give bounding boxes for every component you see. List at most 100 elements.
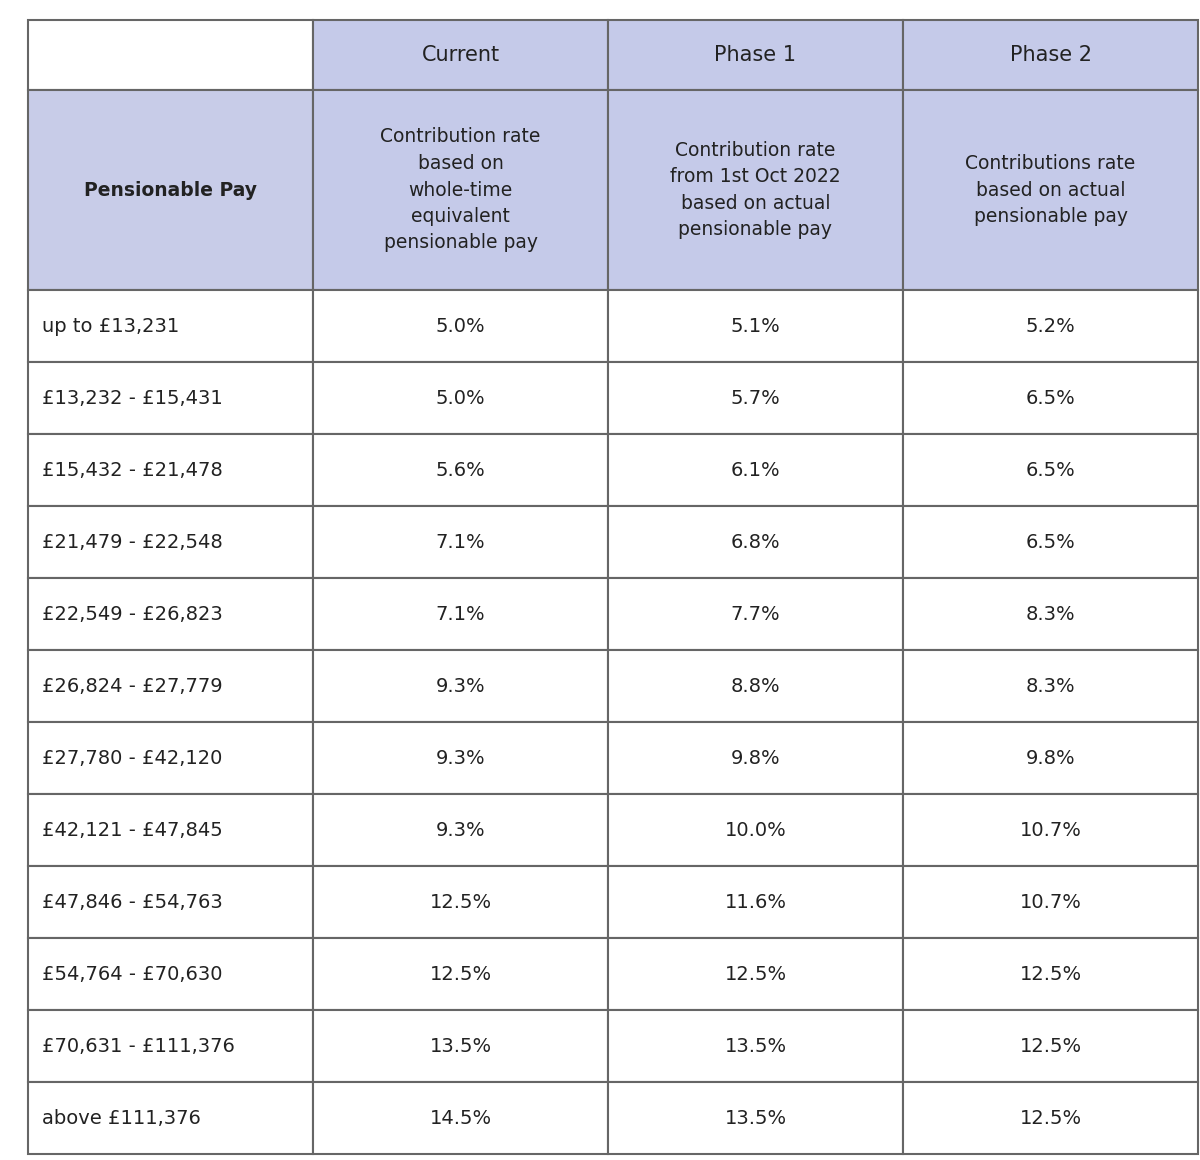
Text: 6.5%: 6.5%	[1026, 389, 1075, 407]
Text: £47,846 - £54,763: £47,846 - £54,763	[42, 892, 223, 912]
Text: 5.0%: 5.0%	[436, 317, 485, 335]
Bar	[28, 1010, 313, 1082]
Bar	[28, 793, 313, 867]
Text: 10.7%: 10.7%	[1020, 892, 1081, 912]
Bar	[313, 1082, 608, 1154]
Bar	[313, 290, 608, 362]
Bar	[313, 506, 608, 578]
Text: £70,631 - £111,376: £70,631 - £111,376	[42, 1037, 235, 1056]
Bar	[608, 1082, 904, 1154]
Text: up to £13,231: up to £13,231	[42, 317, 179, 335]
Text: Contributions rate
based on actual
pensionable pay: Contributions rate based on actual pensi…	[965, 154, 1135, 226]
Bar	[28, 90, 313, 290]
Bar	[608, 434, 904, 506]
Bar	[608, 578, 904, 650]
Text: 6.5%: 6.5%	[1026, 461, 1075, 479]
Bar	[608, 793, 904, 867]
Text: 12.5%: 12.5%	[1020, 1037, 1081, 1056]
Text: 9.3%: 9.3%	[436, 748, 485, 768]
Bar	[904, 867, 1198, 938]
Bar	[313, 90, 608, 290]
Bar	[904, 362, 1198, 434]
Text: 9.3%: 9.3%	[436, 676, 485, 696]
Text: 13.5%: 13.5%	[725, 1037, 786, 1056]
Text: 6.5%: 6.5%	[1026, 532, 1075, 551]
Bar	[608, 867, 904, 938]
Text: 7.1%: 7.1%	[436, 604, 485, 624]
Text: 7.7%: 7.7%	[731, 604, 780, 624]
Text: 5.2%: 5.2%	[1026, 317, 1075, 335]
Bar	[904, 722, 1198, 793]
Bar	[313, 867, 608, 938]
Text: 12.5%: 12.5%	[1020, 964, 1081, 984]
Text: Phase 2: Phase 2	[1009, 45, 1092, 65]
Text: 10.7%: 10.7%	[1020, 820, 1081, 840]
Bar	[608, 506, 904, 578]
Text: £13,232 - £15,431: £13,232 - £15,431	[42, 389, 223, 407]
Text: Phase 1: Phase 1	[714, 45, 797, 65]
Bar	[904, 434, 1198, 506]
Bar	[904, 506, 1198, 578]
Bar	[313, 793, 608, 867]
Text: £42,121 - £47,845: £42,121 - £47,845	[42, 820, 223, 840]
Text: 7.1%: 7.1%	[436, 532, 485, 551]
Bar	[608, 362, 904, 434]
Bar	[28, 650, 313, 722]
Text: 10.0%: 10.0%	[725, 820, 786, 840]
Bar	[904, 650, 1198, 722]
Bar	[313, 434, 608, 506]
Text: above £111,376: above £111,376	[42, 1109, 200, 1128]
Bar	[313, 578, 608, 650]
Bar	[28, 506, 313, 578]
Text: £27,780 - £42,120: £27,780 - £42,120	[42, 748, 222, 768]
Bar	[904, 290, 1198, 362]
Bar	[608, 938, 904, 1010]
Bar	[28, 290, 313, 362]
Bar	[28, 867, 313, 938]
Bar	[28, 20, 313, 90]
Text: £21,479 - £22,548: £21,479 - £22,548	[42, 532, 223, 551]
Text: 6.8%: 6.8%	[731, 532, 780, 551]
Text: £22,549 - £26,823: £22,549 - £26,823	[42, 604, 223, 624]
Bar	[28, 722, 313, 793]
Bar	[608, 1010, 904, 1082]
Bar	[608, 290, 904, 362]
Text: 13.5%: 13.5%	[725, 1109, 786, 1128]
Bar	[904, 20, 1198, 90]
Bar	[608, 650, 904, 722]
Bar	[904, 578, 1198, 650]
Text: 5.0%: 5.0%	[436, 389, 485, 407]
Bar	[904, 1010, 1198, 1082]
Text: 12.5%: 12.5%	[430, 964, 492, 984]
Bar	[28, 938, 313, 1010]
Bar	[904, 938, 1198, 1010]
Text: 8.3%: 8.3%	[1026, 604, 1075, 624]
Bar	[608, 20, 904, 90]
Text: 8.8%: 8.8%	[731, 676, 780, 696]
Text: 5.7%: 5.7%	[731, 389, 780, 407]
Bar	[904, 793, 1198, 867]
Bar	[28, 434, 313, 506]
Text: 8.3%: 8.3%	[1026, 676, 1075, 696]
Text: 12.5%: 12.5%	[1020, 1109, 1081, 1128]
Text: 14.5%: 14.5%	[430, 1109, 492, 1128]
Bar	[313, 362, 608, 434]
Text: 12.5%: 12.5%	[430, 892, 492, 912]
Text: Contribution rate
from 1st Oct 2022
based on actual
pensionable pay: Contribution rate from 1st Oct 2022 base…	[670, 140, 841, 239]
Bar	[313, 1010, 608, 1082]
Text: 5.1%: 5.1%	[731, 317, 780, 335]
Bar	[608, 90, 904, 290]
Text: 5.6%: 5.6%	[436, 461, 485, 479]
Text: Pensionable Pay: Pensionable Pay	[84, 181, 257, 200]
Text: £26,824 - £27,779: £26,824 - £27,779	[42, 676, 223, 696]
Text: 9.8%: 9.8%	[1026, 748, 1075, 768]
Bar	[28, 578, 313, 650]
Bar	[28, 1082, 313, 1154]
Text: £15,432 - £21,478: £15,432 - £21,478	[42, 461, 223, 479]
Text: Contribution rate
based on
whole-time
equivalent
pensionable pay: Contribution rate based on whole-time eq…	[380, 128, 541, 253]
Bar	[313, 722, 608, 793]
Text: 11.6%: 11.6%	[725, 892, 786, 912]
Bar	[904, 1082, 1198, 1154]
Text: 9.8%: 9.8%	[731, 748, 780, 768]
Text: 9.3%: 9.3%	[436, 820, 485, 840]
